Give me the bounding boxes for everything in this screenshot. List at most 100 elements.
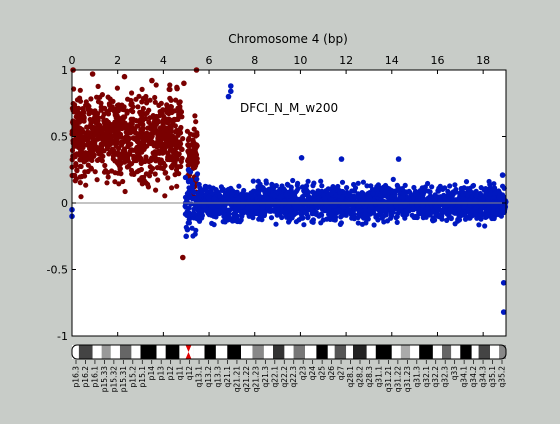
data-point bbox=[121, 73, 128, 80]
ideogram-band bbox=[131, 345, 141, 359]
ideogram-band bbox=[346, 345, 353, 359]
data-point bbox=[167, 141, 173, 148]
data-point bbox=[148, 158, 154, 164]
data-point bbox=[471, 201, 477, 207]
data-point bbox=[239, 213, 245, 219]
data-point bbox=[213, 214, 219, 220]
ideogram-band bbox=[478, 345, 490, 359]
data-point bbox=[349, 215, 355, 221]
data-point bbox=[77, 95, 83, 101]
data-point bbox=[390, 176, 396, 182]
ideogram-band bbox=[179, 345, 189, 359]
data-point bbox=[95, 99, 102, 105]
ideogram-band bbox=[432, 345, 442, 359]
data-point bbox=[462, 216, 469, 222]
data-point bbox=[311, 180, 317, 186]
data-point bbox=[378, 192, 384, 198]
data-point bbox=[152, 171, 158, 177]
data-point bbox=[198, 192, 204, 198]
data-point bbox=[124, 157, 131, 163]
data-point bbox=[140, 95, 146, 102]
data-point bbox=[115, 160, 121, 167]
data-point bbox=[153, 158, 159, 164]
data-point bbox=[387, 203, 394, 209]
data-point bbox=[206, 184, 213, 190]
data-point bbox=[491, 194, 497, 200]
data-point bbox=[190, 188, 196, 194]
data-point bbox=[381, 219, 387, 225]
data-point bbox=[155, 119, 161, 125]
data-point bbox=[424, 205, 431, 211]
data-point bbox=[450, 197, 456, 203]
data-point bbox=[197, 188, 204, 194]
band-label: p15.2 bbox=[128, 366, 137, 388]
data-point bbox=[113, 115, 119, 121]
data-point bbox=[383, 212, 389, 218]
data-point bbox=[168, 97, 174, 103]
data-point bbox=[368, 202, 374, 208]
ideogram-band bbox=[156, 345, 166, 359]
band-label: p15.33 bbox=[100, 366, 109, 392]
data-point bbox=[149, 77, 155, 84]
data-point bbox=[115, 152, 121, 158]
band-label: q31.23 bbox=[403, 366, 412, 392]
data-point bbox=[256, 190, 262, 196]
data-point bbox=[152, 99, 158, 105]
ideogram-band bbox=[188, 345, 194, 359]
data-point bbox=[218, 184, 224, 190]
data-point bbox=[166, 86, 172, 92]
data-point bbox=[95, 83, 101, 89]
data-point bbox=[309, 207, 315, 213]
data-point bbox=[435, 188, 441, 194]
data-point bbox=[437, 207, 443, 213]
data-point bbox=[155, 177, 161, 183]
x-tick-label: 10 bbox=[293, 54, 307, 67]
data-point bbox=[460, 196, 466, 202]
data-point bbox=[281, 186, 287, 192]
data-point bbox=[194, 215, 200, 222]
data-point bbox=[188, 142, 194, 148]
data-point bbox=[116, 130, 122, 136]
data-point bbox=[221, 201, 227, 207]
data-point bbox=[104, 145, 111, 152]
data-point bbox=[88, 152, 94, 158]
data-point bbox=[341, 204, 347, 210]
data-point bbox=[135, 123, 141, 129]
data-point bbox=[152, 125, 158, 131]
data-point bbox=[194, 171, 201, 177]
data-point bbox=[167, 124, 173, 130]
data-point bbox=[139, 109, 145, 115]
data-point bbox=[217, 208, 223, 214]
data-point bbox=[461, 204, 467, 210]
data-point bbox=[184, 226, 191, 233]
ideogram-band bbox=[165, 345, 180, 359]
data-point bbox=[186, 216, 192, 223]
data-point bbox=[85, 139, 92, 145]
data-point bbox=[164, 109, 170, 116]
data-point bbox=[277, 194, 283, 201]
data-point bbox=[249, 194, 255, 200]
data-point bbox=[151, 121, 157, 127]
data-point bbox=[109, 168, 115, 174]
ideogram-band bbox=[400, 345, 410, 359]
x-tick-label: 16 bbox=[430, 54, 444, 67]
data-point bbox=[205, 194, 211, 200]
data-point bbox=[336, 207, 342, 213]
data-point bbox=[148, 126, 154, 132]
data-point bbox=[160, 122, 166, 128]
band-label: q31.3 bbox=[412, 366, 421, 388]
band-label: q34.3 bbox=[479, 366, 488, 388]
data-point bbox=[91, 132, 97, 138]
data-point bbox=[346, 206, 352, 212]
band-label: q12 bbox=[185, 366, 194, 381]
data-point bbox=[478, 216, 484, 222]
data-point bbox=[177, 130, 184, 136]
data-point bbox=[165, 150, 171, 156]
ideogram-band bbox=[263, 345, 273, 359]
band-label: q24 bbox=[308, 366, 317, 381]
data-point bbox=[152, 94, 158, 101]
data-point bbox=[178, 124, 184, 131]
ideogram-band bbox=[305, 345, 317, 359]
band-label: q23 bbox=[299, 366, 308, 381]
ideogram-outline bbox=[71, 344, 507, 360]
